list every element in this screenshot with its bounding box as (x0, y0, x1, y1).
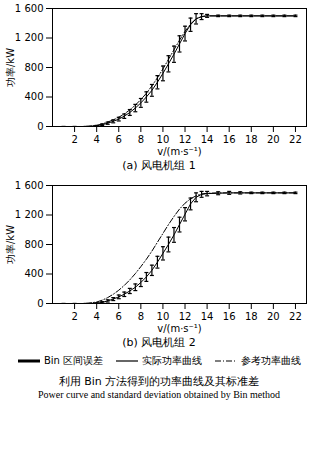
svg-text:18: 18 (245, 311, 258, 322)
svg-text:6: 6 (116, 311, 122, 322)
svg-text:800: 800 (24, 239, 43, 250)
svg-text:10: 10 (157, 311, 170, 322)
svg-text:功率/kW: 功率/kW (5, 225, 16, 264)
svg-text:1 200: 1 200 (15, 209, 44, 220)
svg-text:功率/kW: 功率/kW (5, 48, 16, 87)
svg-text:1 200: 1 200 (15, 32, 44, 43)
svg-text:1 600: 1 600 (15, 180, 44, 191)
html-text:(a) 风电机组 1: (a) 风电机组 1 (122, 159, 196, 172)
svg-text:6: 6 (116, 134, 122, 145)
svg-text:2: 2 (71, 311, 77, 322)
svg-text:14: 14 (201, 134, 214, 145)
svg-text:400: 400 (24, 268, 43, 279)
html-text:(b) 风电机组 2: (b) 风电机组 2 (122, 336, 196, 349)
svg-text:8: 8 (138, 311, 144, 322)
svg-text:0: 0 (37, 121, 43, 132)
svg-text:16: 16 (223, 311, 236, 322)
html-text:Bin 区间误差: Bin 区间误差 (43, 355, 104, 366)
svg-text:20: 20 (267, 311, 280, 322)
svg-text:4: 4 (93, 134, 99, 145)
svg-text:18: 18 (245, 134, 258, 145)
svg-text:v/(m·s⁻¹): v/(m·s⁻¹) (157, 323, 202, 334)
html-text:实际功率曲线: 实际功率曲线 (142, 355, 203, 366)
svg-text:8: 8 (138, 134, 144, 145)
svg-text:16: 16 (223, 134, 236, 145)
svg-text:400: 400 (24, 91, 43, 102)
svg-text:800: 800 (24, 62, 43, 73)
svg-text:1 600: 1 600 (15, 3, 44, 14)
svg-text:0: 0 (37, 298, 43, 309)
svg-text:4: 4 (93, 311, 99, 322)
html-text:参考功率曲线: 参考功率曲线 (241, 355, 302, 366)
html-text:Power curve and standard devia: Power curve and standard deviation obtai… (37, 389, 281, 400)
svg-text:12: 12 (179, 134, 192, 145)
svg-text:20: 20 (267, 134, 280, 145)
svg-text:22: 22 (289, 311, 302, 322)
svg-text:12: 12 (179, 311, 192, 322)
svg-text:14: 14 (201, 311, 214, 322)
svg-text:2: 2 (71, 134, 77, 145)
svg-text:10: 10 (157, 134, 170, 145)
svg-text:v/(m·s⁻¹): v/(m·s⁻¹) (157, 146, 202, 157)
html-text:利用 Bin 方法得到的功率曲线及其标准差: 利用 Bin 方法得到的功率曲线及其标准差 (58, 375, 260, 388)
svg-text:22: 22 (289, 134, 302, 145)
